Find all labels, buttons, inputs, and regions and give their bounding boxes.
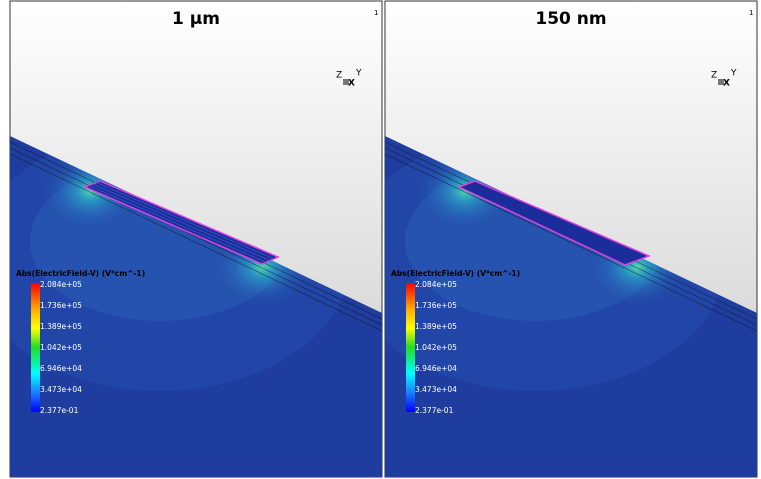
legend-title: Abs(ElectricField-V) (V*cm^-1) (16, 269, 145, 278)
legend-label: 2.377e-01 (40, 406, 79, 415)
legend-label: 6.946e+04 (415, 364, 457, 373)
axis-cube (718, 79, 724, 85)
corner-mark: 1 (749, 9, 753, 17)
axis-z: Z (336, 71, 342, 81)
legend-label: 2.084e+05 (415, 280, 457, 289)
panel-title: 1 µm (172, 9, 220, 29)
legend-label: 1.389e+05 (40, 322, 82, 331)
axis-x: X (348, 79, 355, 89)
legend-label: 2.377e-01 (415, 406, 454, 415)
screenshot: 1 µm1ZYXAbs(ElectricField-V) (V*cm^-1)2.… (0, 0, 761, 479)
legend-label: 3.473e+04 (415, 385, 457, 394)
legend-label: 2.084e+05 (40, 280, 82, 289)
axis-cube (343, 79, 349, 85)
legend-label: 1.389e+05 (415, 322, 457, 331)
legend-label: 1.736e+05 (415, 301, 457, 310)
axis-z: Z (711, 71, 717, 81)
legend-label: 1.042e+05 (40, 343, 82, 352)
axis-x: X (723, 79, 730, 89)
panel: 1 µm 1 Z YX Abs(ElectricField-V) (V*cm^-1) 2.… (0, 1, 382, 477)
legend-label: 6.946e+04 (40, 364, 82, 373)
axis-y: Y (730, 69, 737, 79)
legend-label: 1.042e+05 (415, 343, 457, 352)
legend-label: 1.736e+05 (40, 301, 82, 310)
legend-label: 3.473e+04 (40, 385, 82, 394)
axis-y: Y (355, 69, 362, 79)
panel-title: 150 nm (535, 9, 606, 29)
corner-mark: 1 (374, 9, 378, 17)
legend-title: Abs(ElectricField-V) (V*cm^-1) (391, 269, 520, 278)
colorbar (406, 283, 415, 412)
colorbar (31, 283, 40, 412)
